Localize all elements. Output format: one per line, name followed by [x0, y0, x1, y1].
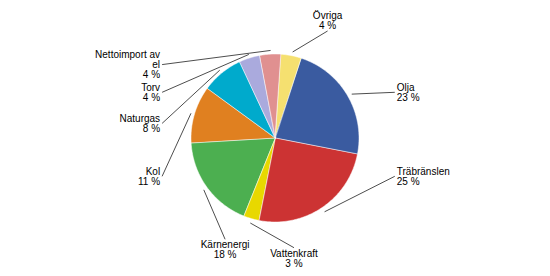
svg-text:Vattenkraft3 %: Vattenkraft3 % [270, 248, 318, 269]
svg-text:Kol11 %: Kol11 % [138, 166, 160, 187]
svg-text:Kärnenergi18 %: Kärnenergi18 % [201, 239, 250, 260]
svg-text:Torv4 %: Torv4 % [141, 82, 160, 103]
svg-text:Naturgas8 %: Naturgas8 % [120, 113, 161, 134]
svg-text:Olja23 %: Olja23 % [397, 82, 420, 103]
svg-text:Nettoimport avel4 %: Nettoimport avel4 % [95, 49, 160, 80]
svg-text:Övriga4 %: Övriga4 % [313, 10, 343, 31]
svg-text:Träbränslen25 %: Träbränslen25 % [397, 166, 450, 187]
